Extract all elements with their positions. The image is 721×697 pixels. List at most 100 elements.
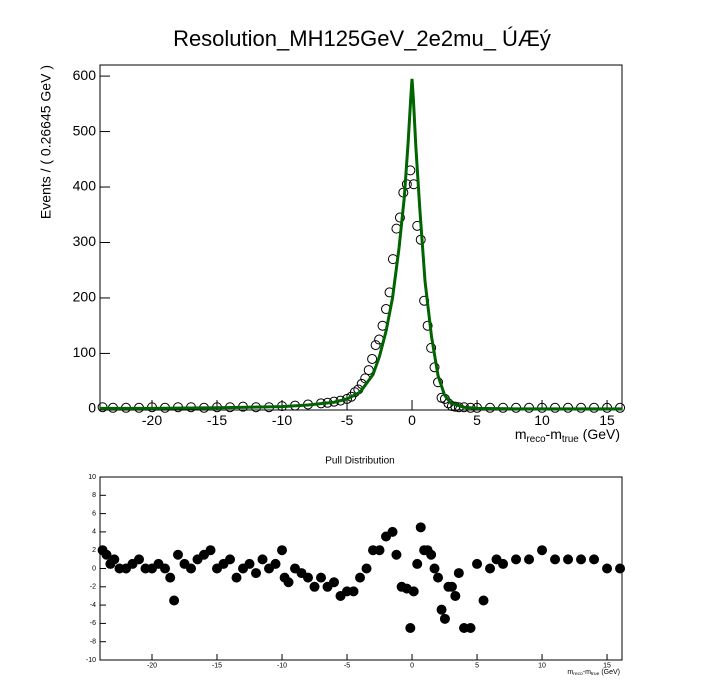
data-point [453,568,464,579]
data-point [485,563,496,574]
data-point [422,320,433,331]
data-point [550,554,561,565]
data-point [433,572,444,583]
x-axis-label-part: true [562,434,579,445]
data-point [370,340,381,351]
x-tick-label: 0 [408,412,416,428]
x-tick-label: 10 [534,412,550,428]
x-axis-label-part: (GeV) [579,426,620,442]
x-axis-label-part: reco [573,671,583,677]
x-axis-label: mreco-mtrue (GeV) [515,426,620,445]
chart-title: Pull Distribution [325,456,394,467]
data-point [165,572,176,583]
data-point [160,563,171,574]
data-point [511,554,522,565]
data-point [563,554,574,565]
x-axis-label-part: m [515,426,527,442]
data-point [439,613,450,624]
y-tick-label: 100 [73,344,97,360]
data-point [374,545,385,556]
data-point [415,522,426,533]
y-tick-label: 400 [73,178,97,194]
data-point [316,572,327,583]
x-tick-label: -5 [341,412,354,428]
x-tick-label: -20 [142,412,162,428]
data-point [478,595,489,606]
y-tick-label: -2 [90,584,96,591]
data-point [450,590,461,601]
data-point [408,586,419,597]
data-point [348,586,359,597]
data-point [329,577,340,588]
x-axis-label-part: true [591,671,600,677]
data-point [426,549,437,560]
data-point [101,549,112,560]
y-tick-label: 200 [73,289,97,305]
plot-frame [99,476,623,661]
data-point [391,549,402,560]
data-point [405,622,416,633]
data-point [225,554,236,565]
y-tick-label: 500 [73,122,97,138]
y-tick-label: -4 [90,602,96,609]
data-point [361,563,372,574]
data-point [412,558,423,569]
x-axis-label-part: m [567,669,573,676]
x-tick-label: -10 [277,662,287,669]
x-tick-label: -15 [207,412,227,428]
data-point [602,563,613,574]
data-point [257,554,268,565]
y-tick-label: 4 [92,529,96,536]
data-point [169,595,180,606]
data-point [524,554,535,565]
data-point [109,554,120,565]
y-tick-label: 8 [92,492,96,499]
x-tick-label: 5 [475,662,479,669]
x-axis-label-part: -m [583,669,591,676]
y-tick-label: 2 [92,547,96,554]
x-tick-label: 5 [473,412,481,428]
y-tick-label: 600 [73,67,97,83]
data-point [283,577,294,588]
data-point [537,545,548,556]
data-point [446,581,457,592]
data-point [465,622,476,633]
x-tick-label: -5 [344,662,350,669]
data-point [394,212,405,223]
data-point [134,554,145,565]
data-point [367,353,378,364]
data-point [231,572,242,583]
x-tick-label: 0 [410,662,414,669]
data-point [363,365,374,376]
x-axis-label: mreco-mtrue (GeV) [567,669,620,678]
y-tick-label: -10 [86,657,96,664]
data-point [355,572,366,583]
x-tick-label: 15 [603,662,611,669]
x-axis-label-part: (GeV) [599,669,620,676]
x-tick-label: 10 [538,662,546,669]
fit-curve [100,78,622,411]
x-axis-label-part: reco [526,434,546,445]
data-point [173,549,184,560]
x-tick-label: -15 [212,662,222,669]
chart-title: Resolution_MH125GeV_2e2mu_ ÚÆý [173,26,551,51]
x-tick-label: 15 [599,412,615,428]
y-tick-label: 0 [92,565,96,572]
data-point [429,563,440,574]
data-point [251,568,262,579]
data-point [498,558,509,569]
x-tick-label: -10 [272,412,292,428]
data-point [205,545,216,556]
data-point [186,563,197,574]
data-point [436,604,447,615]
data-point [576,554,587,565]
x-tick-label: -20 [147,662,157,669]
data-point [303,572,314,583]
data-point [589,554,600,565]
x-axis-label-part: -m [546,426,562,442]
y-tick-label: 10 [88,474,96,481]
data-point [387,526,398,537]
data-point [309,581,320,592]
y-tick-label: 300 [73,233,97,249]
y-tick-label: -6 [90,620,96,627]
